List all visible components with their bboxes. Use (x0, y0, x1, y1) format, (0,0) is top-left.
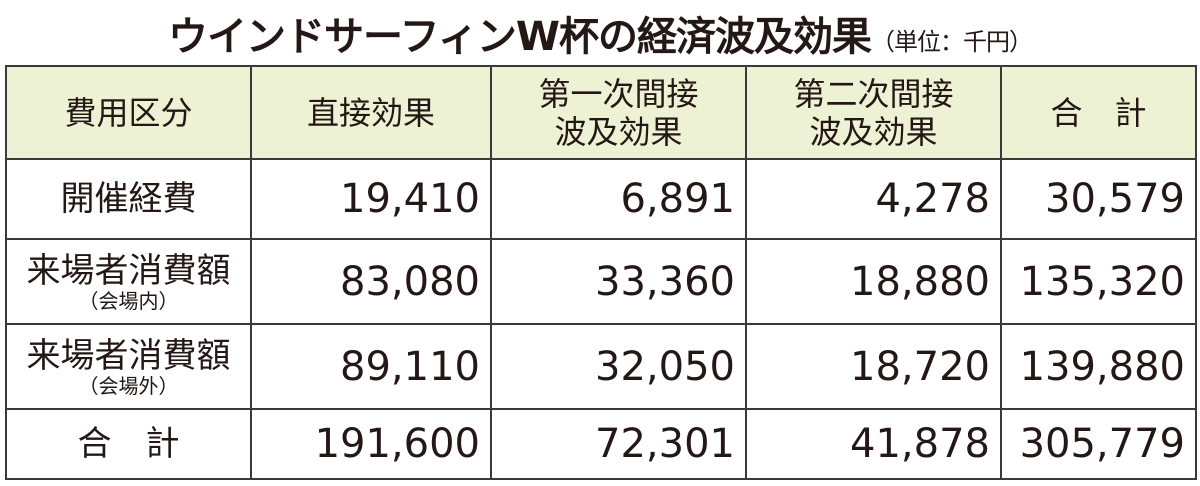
value-cell: 30,579 (1000, 158, 1197, 240)
table-body: 開催経費 19,410 6,891 4,278 30,579 来場者消費額 （会場内） 83,… (5, 158, 1197, 480)
value-cell: 89,110 (250, 323, 492, 410)
unit: （単位：千円） (870, 28, 1033, 56)
header-text: 第二次間接 (793, 74, 954, 113)
header-text: 直接効果 (306, 93, 435, 132)
value-cell: 4,278 (745, 158, 1002, 240)
row: 開催経費 19,410 6,891 4,278 30,579 (5, 158, 1197, 240)
row: 来場者消費額 （会場外） 89,110 32,050 18,720 139,880 (5, 323, 1197, 410)
value-cell: 18,720 (745, 323, 1002, 410)
header-cell: 合 計 (1000, 65, 1197, 160)
row-label: 開催経費 (5, 158, 252, 240)
header-cell: 費用区分 (5, 65, 252, 160)
title: ウインドサーフィンW杯の経済波及効果 (168, 14, 872, 60)
value-cell: 83,080 (250, 238, 492, 325)
header-text: 第一次間接 (538, 74, 699, 113)
value-cell: 305,779 (1000, 408, 1197, 480)
label-note: （会場外） (78, 373, 179, 398)
header-text: 費用区分 (64, 93, 193, 132)
header-cell: 直接効果 (250, 65, 492, 160)
row: 合 計 191,600 72,301 41,878 305,779 (5, 408, 1197, 480)
row-label: 来場者消費額 （会場内） (5, 238, 252, 325)
row-label: 合 計 (5, 408, 252, 480)
label-text: 合 計 (77, 424, 180, 464)
header-cell: 第一次間接 波及効果 (490, 65, 747, 160)
value-cell: 6,891 (490, 158, 747, 240)
label-text: 来場者消費額 (26, 250, 231, 291)
value-cell: 135,320 (1000, 238, 1197, 325)
value-cell: 139,880 (1000, 323, 1197, 410)
header-row: 費用区分 直接効果 第一次間接 波及効果 第二次間接 波及効果合 計 (5, 65, 1197, 160)
header-text: 波及効果 (554, 112, 683, 151)
row-label: 来場者消費額 （会場外） (5, 323, 252, 410)
header-text: 合 計 (1050, 93, 1147, 132)
label-note: （会場内） (78, 288, 179, 313)
label-text: 開催経費 (60, 179, 197, 219)
value-cell: 41,878 (745, 408, 1002, 480)
row: 来場者消費額 （会場内） 83,080 33,360 18,880 135,320 (5, 238, 1197, 325)
value-cell: 18,880 (745, 238, 1002, 325)
header-cell: 第二次間接 波及効果 (745, 65, 1002, 160)
value-cell: 191,600 (250, 408, 492, 480)
table: 費用区分 直接効果 第一次間接 波及効果 第二次間接 波及効果合 計 開催経費 19,410… (5, 65, 1197, 480)
value-cell: 19,410 (250, 158, 492, 240)
title-line: ウインドサーフィンW杯の経済波及効果（単位：千円） (0, 4, 1200, 62)
value-cell: 32,050 (490, 323, 747, 410)
value-cell: 33,360 (490, 238, 747, 325)
label-text: 来場者消費額 (26, 335, 231, 376)
header-text: 波及効果 (809, 112, 938, 151)
value-cell: 72,301 (490, 408, 747, 480)
